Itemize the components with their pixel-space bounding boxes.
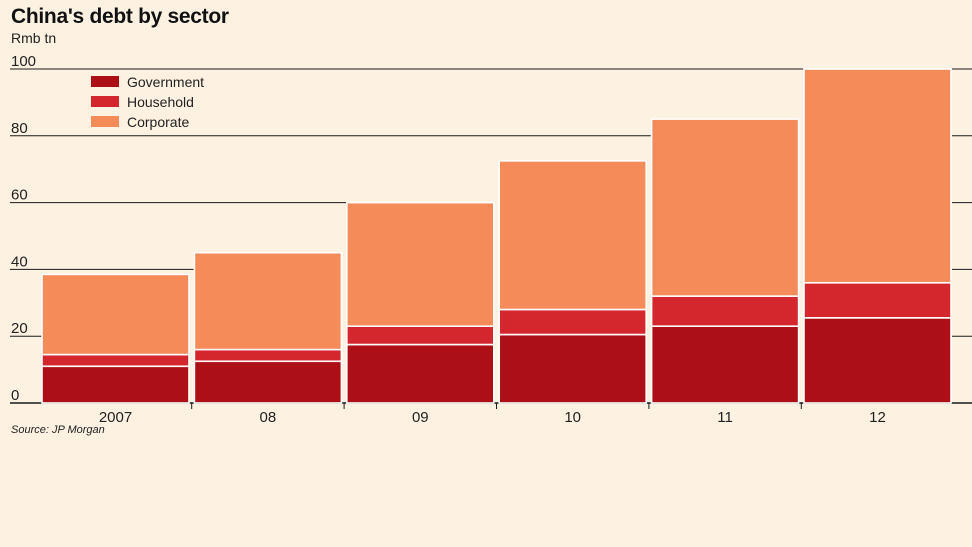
bar-stack xyxy=(345,201,495,404)
bar-segment-household xyxy=(193,348,343,363)
y-tick-label: 80 xyxy=(11,120,28,137)
bar-segment-corporate xyxy=(803,68,952,284)
bar-segment-government xyxy=(193,360,343,404)
legend-swatch xyxy=(91,96,119,107)
bar-segment-corporate xyxy=(650,118,800,297)
bar-segment-government xyxy=(650,325,800,404)
bar-segment-government xyxy=(41,365,190,404)
x-tick-label: 09 xyxy=(412,409,429,426)
x-tick-label: 10 xyxy=(564,409,581,426)
legend-label: Corporate xyxy=(127,114,189,130)
bar-segment-household xyxy=(345,325,495,346)
bar-segment-government xyxy=(345,343,495,404)
y-tick-label: 40 xyxy=(11,253,28,270)
y-tick-label: 60 xyxy=(11,187,28,204)
bar-stack xyxy=(498,160,648,404)
bar-segment-corporate xyxy=(498,160,648,311)
legend-label: Government xyxy=(127,74,204,90)
x-tick-label: 08 xyxy=(260,409,277,426)
bar-segment-corporate xyxy=(41,273,190,356)
x-tick-label: 2007 xyxy=(99,409,132,426)
bar-segment-household xyxy=(498,308,648,336)
bar-segment-corporate xyxy=(193,251,343,351)
bar-segment-household xyxy=(803,281,952,319)
bar-segment-corporate xyxy=(345,201,495,327)
y-tick-label: 20 xyxy=(11,320,28,337)
bar-stack xyxy=(193,251,343,404)
y-tick-label: 100 xyxy=(11,53,36,70)
bar-segment-government xyxy=(498,333,648,404)
y-tick-label: 0 xyxy=(11,387,19,404)
bar-segment-household xyxy=(41,353,190,368)
x-tick-label: 12 xyxy=(869,409,886,426)
y-tick-labels: 0 20 40 60 80 100 xyxy=(11,53,36,404)
legend: Government Household Corporate xyxy=(91,74,204,130)
bar-stack xyxy=(650,118,800,404)
bar-stack xyxy=(41,273,190,404)
legend-swatch xyxy=(91,116,119,127)
x-tick-label: 11 xyxy=(717,409,733,426)
chart-unit-label: Rmb tn xyxy=(11,30,57,46)
legend-swatch xyxy=(91,76,119,87)
bar-stacks xyxy=(41,68,952,404)
bar-segment-government xyxy=(803,317,952,404)
bar-stack xyxy=(803,68,952,404)
x-tick-labels: 2007 08 09 10 11 12 xyxy=(99,409,886,426)
legend-label: Household xyxy=(127,94,194,110)
bar-segment-household xyxy=(650,295,800,327)
chart-title: China's debt by sector xyxy=(11,5,229,28)
source-note: Source: JP Morgan xyxy=(11,424,105,436)
